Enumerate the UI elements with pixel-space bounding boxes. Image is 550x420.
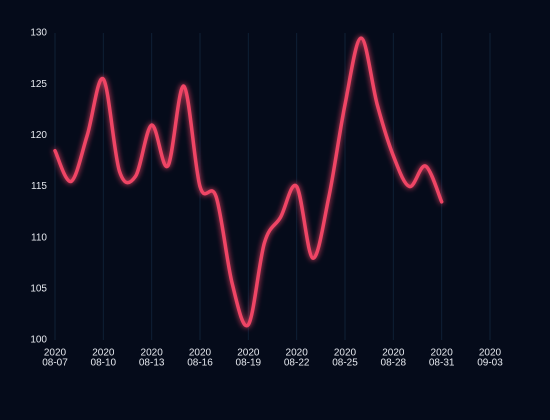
x-tick-label: 2020 [189, 348, 212, 359]
x-tick-label: 2020 [237, 348, 260, 359]
x-tick-label: 2020 [141, 348, 164, 359]
x-tick-label: 08-19 [236, 358, 262, 369]
x-tick-label: 2020 [92, 348, 115, 359]
x-tick-label: 08-07 [42, 358, 68, 369]
y-tick-label: 130 [30, 28, 47, 39]
x-tick-label: 08-22 [284, 358, 310, 369]
line-series [53, 36, 444, 328]
y-tick-label: 100 [30, 335, 47, 346]
x-tick-label: 08-31 [429, 358, 455, 369]
y-tick-label: 125 [30, 79, 47, 90]
y-tick-label: 110 [31, 232, 47, 243]
x-tick-label: 2020 [479, 348, 502, 359]
x-tick-label: 2020 [382, 348, 405, 359]
x-tick-label: 2020 [44, 348, 67, 359]
y-tick-label: 105 [30, 283, 47, 294]
x-tick-label: 2020 [431, 348, 454, 359]
x-tick-label: 2020 [334, 348, 357, 359]
x-tick-label: 2020 [286, 348, 309, 359]
x-tick-label: 08-10 [91, 358, 117, 369]
x-tick-label: 09-03 [477, 358, 503, 369]
x-tick-label: 08-28 [381, 358, 407, 369]
y-tick-label: 120 [30, 130, 47, 141]
y-tick-label: 115 [31, 181, 47, 192]
x-tick-label: 08-16 [187, 358, 213, 369]
x-tick-label: 08-13 [139, 358, 165, 369]
x-tick-label: 08-25 [332, 358, 358, 369]
